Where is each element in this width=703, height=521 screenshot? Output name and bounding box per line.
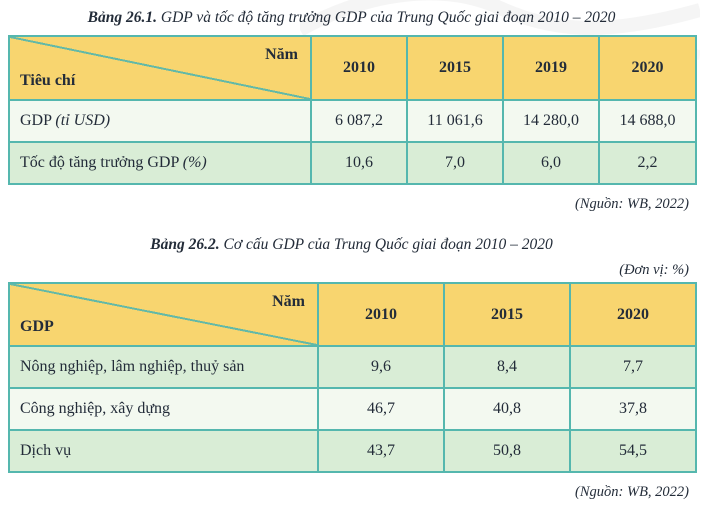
table-cell: 14 688,0 [598,99,697,143]
table2-title-label: Bảng 26.2. [150,236,220,253]
table-cell: 7,7 [569,345,697,389]
table2-corner-bottom-label: GDP [20,318,54,335]
table1-year-header: 2010 [310,35,408,101]
table-cell: 54,5 [569,429,697,473]
row-label-note: (tỉ USD) [55,112,111,129]
table1-year-header: 2015 [406,35,504,101]
table1-title: Bảng 26.1. GDP và tốc độ tăng trưởng GDP… [8,7,695,29]
table2-source: (Nguồn: WB, 2022) [575,484,689,500]
table1-corner-cell: Năm Tiêu chí [8,35,312,101]
row-label-note: (%) [182,154,207,171]
table-gdp-growth: Năm Tiêu chí 2010 2015 2019 2020 GDP (tỉ… [8,35,697,185]
table-cell: 14 280,0 [502,99,600,143]
table2-year-header: 2010 [317,282,445,347]
table2-corner-top-label: Năm [272,293,305,310]
table-cell: 37,8 [569,387,697,431]
table-cell: 50,8 [443,429,571,473]
table-cell: 46,7 [317,387,445,431]
table-cell: 6,0 [502,141,600,185]
table-gdp-structure: Năm GDP 2010 2015 2020 Nông nghiệp, lâm … [8,282,697,473]
table2-row-label: Dịch vụ [8,429,319,473]
table-cell: 10,6 [310,141,408,185]
table2-row-label: Công nghiệp, xây dựng [8,387,319,431]
table1-title-text: GDP và tốc độ tăng trưởng GDP của Trung … [157,9,616,26]
row-label-text: Tốc độ tăng trưởng GDP [20,154,183,171]
table2-year-header: 2015 [443,282,571,347]
table2-title-text: Cơ cấu GDP của Trung Quốc giai đoạn 2010… [219,236,553,253]
table-cell: 40,8 [443,387,571,431]
table-cell: 2,2 [598,141,697,185]
table-cell: 8,4 [443,345,571,389]
table1-corner-bottom-label: Tiêu chí [20,72,76,89]
table-row: Dịch vụ 43,7 50,8 54,5 [8,429,697,473]
table2-row-label: Nông nghiệp, lâm nghiệp, thuỷ sản [8,345,319,389]
table1-title-label: Bảng 26.1. [87,9,157,26]
table1-row-label: Tốc độ tăng trưởng GDP (%) [8,141,312,185]
table-row: Nông nghiệp, lâm nghiệp, thuỷ sản 9,6 8,… [8,345,697,389]
table2-header-row: Năm GDP 2010 2015 2020 [8,282,697,347]
table-row: Tốc độ tăng trưởng GDP (%) 10,6 7,0 6,0 … [8,141,697,185]
table1-year-header: 2019 [502,35,600,101]
table1-row-label: GDP (tỉ USD) [8,99,312,143]
table1-header-row: Năm Tiêu chí 2010 2015 2019 2020 [8,35,697,101]
table2-year-header: 2020 [569,282,697,347]
table-row: GDP (tỉ USD) 6 087,2 11 061,6 14 280,0 1… [8,99,697,143]
table-cell: 6 087,2 [310,99,408,143]
table1-year-header: 2020 [598,35,697,101]
table-cell: 7,0 [406,141,504,185]
table-cell: 43,7 [317,429,445,473]
table-cell: 9,6 [317,345,445,389]
table-row: Công nghiệp, xây dựng 46,7 40,8 37,8 [8,387,697,431]
table1-source: (Nguồn: WB, 2022) [575,196,689,212]
table2-corner-cell: Năm GDP [8,282,319,347]
table2-unit-note: (Đơn vị: %) [619,262,689,278]
table2-title: Bảng 26.2. Cơ cấu GDP của Trung Quốc gia… [8,234,695,256]
table-cell: 11 061,6 [406,99,504,143]
row-label-text: GDP [20,112,56,129]
table1-corner-top-label: Năm [265,46,298,63]
